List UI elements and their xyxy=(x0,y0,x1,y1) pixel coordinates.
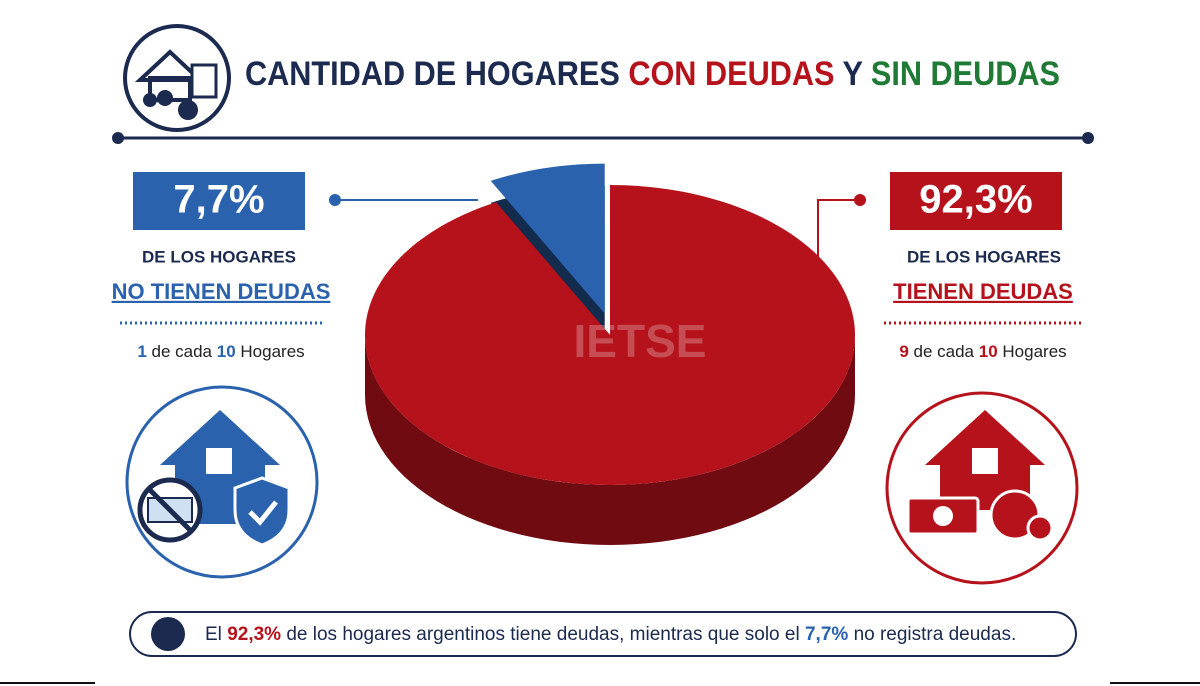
title-part: Y xyxy=(842,55,863,93)
divider-dot xyxy=(112,132,124,144)
footer-part: de los hogares argentinos tiene deudas, … xyxy=(286,624,799,645)
ratio-part: 10 xyxy=(217,342,236,361)
slice-side xyxy=(365,335,855,545)
ratio-text: 9 de cada 10 Hogares xyxy=(899,342,1066,361)
no-debt-icon xyxy=(125,385,319,579)
debt-icon xyxy=(885,391,1079,585)
title-part: CANTIDAD DE HOGARES xyxy=(245,55,620,93)
category-label: NO TIENEN DEUDAS xyxy=(112,279,331,304)
ratio-part: 9 xyxy=(899,342,908,361)
value-box xyxy=(133,172,305,230)
pie-slice xyxy=(364,185,855,485)
panel-subtitle: DE LOS HOGARES xyxy=(142,247,296,266)
pie: IETSE xyxy=(364,163,855,545)
header-icon xyxy=(123,24,231,132)
title-part: SIN DEUDAS xyxy=(871,55,1060,93)
chart-title: CANTIDAD DE HOGARES CON DEUDAS Y SIN DEU… xyxy=(245,55,1060,93)
footer-part: El xyxy=(205,624,222,645)
ratio-part: 1 xyxy=(137,342,146,361)
ratio-text: 1 de cada 10 Hogares xyxy=(137,342,304,361)
value-label: 92,3% xyxy=(919,178,1032,222)
category-label: TIENEN DEUDAS xyxy=(893,279,1073,304)
panel-subtitle: DE LOS HOGARES xyxy=(907,247,1061,266)
value-label: 7,7% xyxy=(173,178,264,222)
watermark: IETSE xyxy=(574,315,707,367)
ratio-part: 10 xyxy=(979,342,998,361)
connector-dot xyxy=(854,194,866,206)
connector xyxy=(817,199,860,265)
footer-part: 92,3% xyxy=(227,624,281,645)
footer-icon xyxy=(151,617,185,651)
footer-part: no registra deudas. xyxy=(854,624,1017,645)
ratio-part: de cada xyxy=(914,342,975,361)
value-box xyxy=(890,172,1062,230)
ratio-part: de cada xyxy=(152,342,213,361)
footer-text: El 92,3% de los hogares argentinos tiene… xyxy=(205,624,1016,645)
connector-dot xyxy=(329,194,341,206)
pie-slice xyxy=(490,163,605,314)
footer-box xyxy=(129,611,1077,657)
slice-group xyxy=(364,185,855,545)
footer-part: 7,7% xyxy=(805,624,848,645)
divider-dot xyxy=(1082,132,1094,144)
ratio-part: Hogares xyxy=(1002,342,1066,361)
title-part: CON DEUDAS xyxy=(628,55,834,93)
ratio-part: Hogares xyxy=(240,342,304,361)
